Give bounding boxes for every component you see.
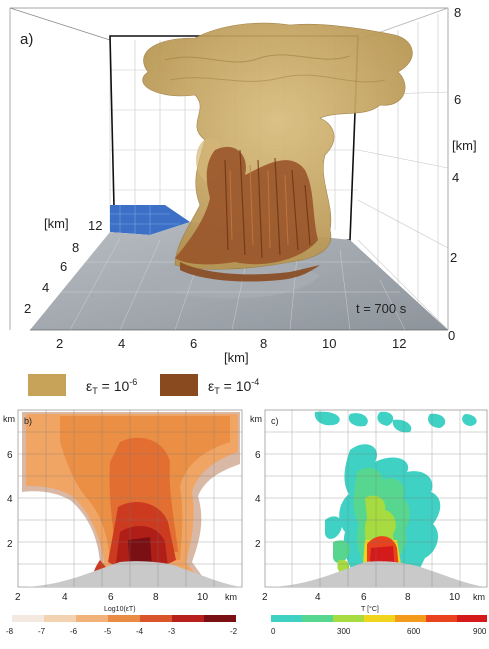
y-axis-unit: [km]: [44, 216, 69, 231]
panel-b-cbar-tick: -8: [6, 627, 14, 636]
panel-b-colorbar: [12, 615, 236, 622]
legend: εT = 10-6 εT = 10-4: [28, 374, 259, 396]
panel-c-x-tick: 2: [262, 592, 268, 603]
panel-c-label: c): [271, 416, 279, 426]
legend-item-high: εT = 10-4: [208, 377, 259, 396]
panel-c-cbar-tick: 900: [473, 627, 487, 636]
panel-c-section: c) km 6 4 2 2 4 6 8 10 km T [°C] 0 300 6…: [250, 409, 488, 636]
time-label: t = 700 s: [356, 301, 407, 316]
panel-b-y-tick: 4: [7, 494, 13, 505]
panel-b-grid: [18, 410, 242, 587]
x-axis-unit: [km]: [224, 350, 249, 365]
panel-b-cbar-tick: -2: [230, 627, 238, 636]
panel-c-x-tick: 8: [405, 592, 411, 603]
panel-b-x-tick: 2: [15, 592, 21, 603]
legend-item-low: εT = 10-6: [86, 377, 137, 396]
x-tick: 8: [260, 336, 267, 351]
panel-c-colorbar: [271, 615, 487, 622]
panel-c-colorbar-label: T [°C]: [361, 605, 379, 613]
panel-b-cbar-tick: -4: [136, 627, 144, 636]
panel-b-x-tick: 6: [108, 592, 114, 603]
y-tick: 6: [60, 259, 67, 274]
panel-c-cbar-tick: 600: [407, 627, 421, 636]
panel-c-x-tick: 10: [449, 592, 461, 603]
panel-b-y-tick: 2: [7, 539, 13, 550]
panel-b-x-unit: km: [225, 592, 237, 602]
z-tick: 6: [454, 92, 461, 107]
panel-b-section: b) km 6 4 2 2 4 6 8 10 km Log10(εT) -8 -…: [3, 409, 243, 636]
panel-b-y-tick: 6: [7, 450, 13, 461]
panel-b-colorbar-label: Log10(εT): [104, 606, 136, 613]
z-tick: 8: [454, 5, 461, 20]
panel-c-cbar-tick: 300: [337, 627, 351, 636]
panel-c-x-unit: km: [473, 592, 485, 602]
panel-b-cbar-tick: -7: [38, 627, 46, 636]
panel-b-cbar-tick: -5: [104, 627, 112, 636]
z-tick: 2: [450, 250, 457, 265]
x-tick: 10: [322, 336, 336, 351]
y-tick: 8: [72, 240, 79, 255]
panel-b-x-tick: 10: [197, 592, 209, 603]
x-tick: 12: [392, 336, 406, 351]
panel-c-y-tick: 4: [255, 494, 261, 505]
y-tick: 2: [24, 301, 31, 316]
legend-swatch-high: [160, 374, 198, 396]
panel-c-x-tick: 4: [315, 592, 321, 603]
panel-b-cbar-tick: -6: [70, 627, 78, 636]
plume-isosurface-high: [175, 146, 320, 282]
panel-b-cbar-tick: -3: [168, 627, 176, 636]
panel-c-y-tick: 6: [255, 450, 261, 461]
panel-c-cbar-tick: 0: [271, 627, 276, 636]
y-tick: 12: [88, 218, 102, 233]
x-tick: 4: [118, 336, 125, 351]
panel-b-y-unit: km: [3, 414, 15, 424]
panel-b-x-tick: 8: [153, 592, 159, 603]
z-tick: 4: [452, 170, 459, 185]
panel-a-label: a): [20, 31, 33, 48]
panel-c-y-tick: 2: [255, 539, 261, 550]
panel-c-x-tick: 6: [361, 592, 367, 603]
panel-c-grid: [265, 410, 487, 587]
y-tick: 4: [42, 280, 49, 295]
x-tick: 6: [190, 336, 197, 351]
legend-swatch-low: [28, 374, 66, 396]
panel-c-y-unit: km: [250, 414, 262, 424]
panel-a-3d-figure: a) t = 700 s 2 4 6 8 10 12 [km] [km] 12 …: [9, 5, 477, 365]
panel-b-label: b): [24, 416, 32, 426]
x-tick: 2: [56, 336, 63, 351]
panel-b-x-tick: 4: [62, 592, 68, 603]
z-axis-unit: [km]: [452, 138, 477, 153]
z-tick: 0: [448, 328, 455, 343]
